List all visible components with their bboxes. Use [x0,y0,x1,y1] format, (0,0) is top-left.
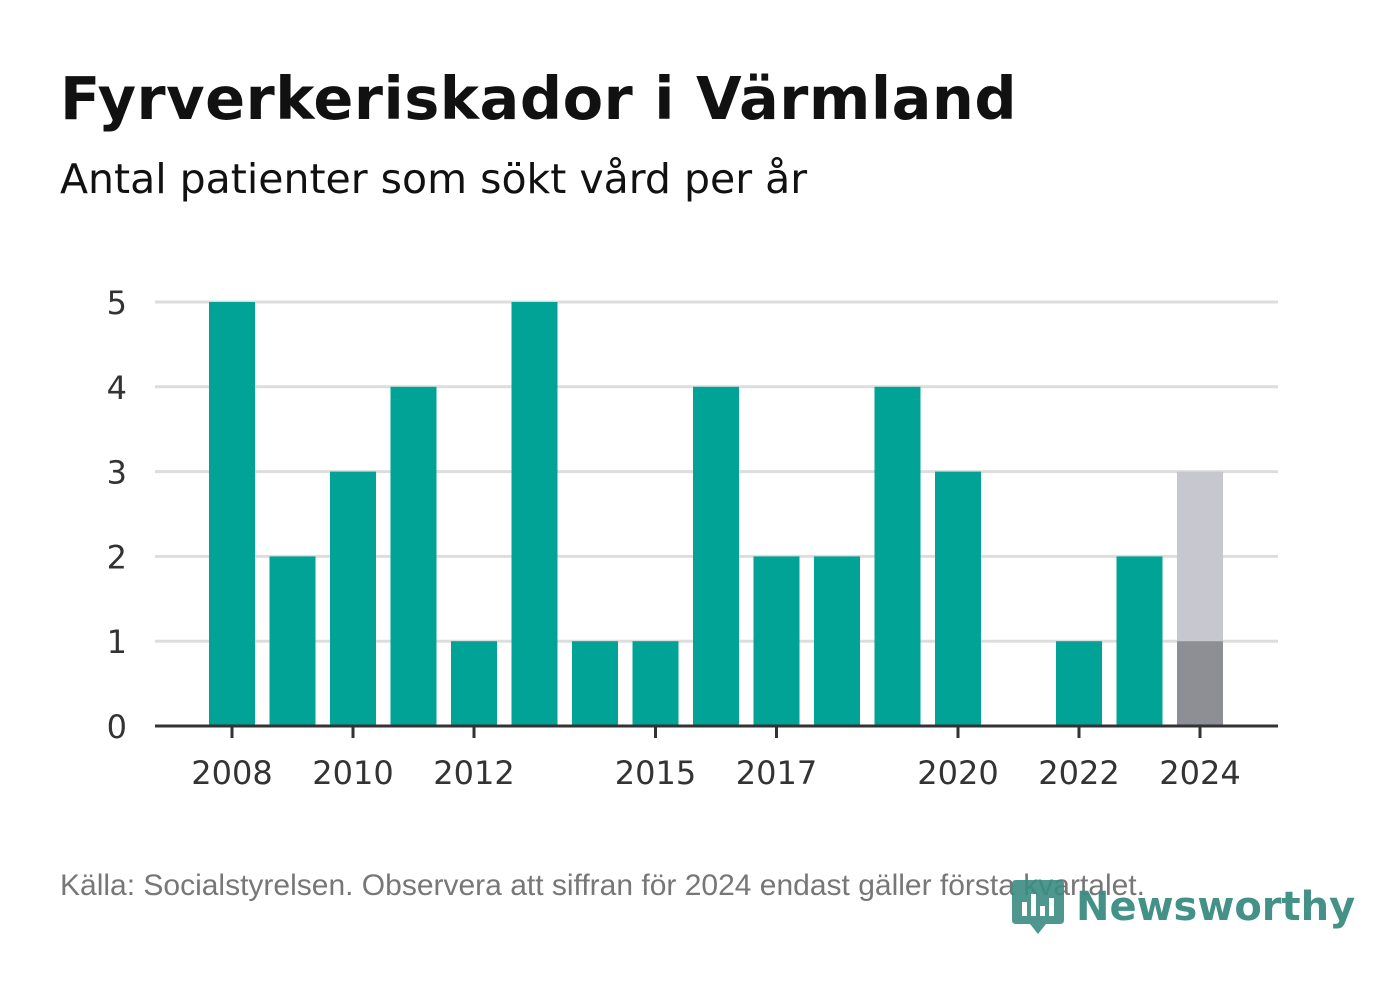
x-tick-label: 2020 [917,754,998,792]
x-tick-label: 2015 [615,754,696,792]
x-tick-label: 2022 [1038,754,1119,792]
y-axis-labels: 0 1 2 3 4 5 [107,284,127,746]
x-tick-label: 2008 [191,754,272,792]
y-tick-label: 4 [107,369,127,407]
y-tick-label: 2 [107,538,127,576]
bar-2013 [511,302,558,726]
bar-chart: 0 1 2 3 4 5 2008 2010 2012 2015 2017 2020 2022 2024 [107,284,1278,792]
x-axis [155,724,1278,738]
bar-2019 [874,386,921,726]
y-tick-label: 5 [107,284,127,322]
bar-2017 [753,556,800,726]
x-tick-label: 2012 [433,754,514,792]
x-tick-label: 2010 [312,754,393,792]
y-tick-label: 1 [107,623,127,661]
x-tick-label: 2017 [736,754,817,792]
newsworthy-logo[interactable]: Newsworthy [1010,876,1355,938]
bar-2022 [1056,641,1102,726]
bar-2016 [693,386,739,726]
bar-2008 [209,302,255,726]
chart-subtitle: Antal patienter som sökt vård per år [60,155,808,203]
bar-2011 [390,386,437,726]
bar-2020 [935,471,981,726]
bar-2009 [269,556,316,726]
bars [209,302,1223,726]
bar-2023 [1116,556,1163,726]
y-tick-label: 0 [107,708,127,746]
x-tick-label: 2024 [1159,754,1240,792]
bar-2012 [451,641,497,726]
source-note: Källa: Socialstyrelsen. Observera att si… [60,869,1145,902]
bar-2015 [632,641,679,726]
chart-title: Fyrverkeriskador i Värmland [60,64,1018,133]
newsworthy-logo-icon [1012,880,1064,934]
bar-2018 [814,556,860,726]
bar-2010 [330,471,376,726]
brand-name: Newsworthy [1076,884,1356,930]
bar-2014 [572,641,618,726]
y-tick-label: 3 [107,454,127,492]
bar-2024 [1177,641,1223,726]
x-axis-labels: 2008 2010 2012 2015 2017 2020 2022 2024 [191,754,1240,792]
